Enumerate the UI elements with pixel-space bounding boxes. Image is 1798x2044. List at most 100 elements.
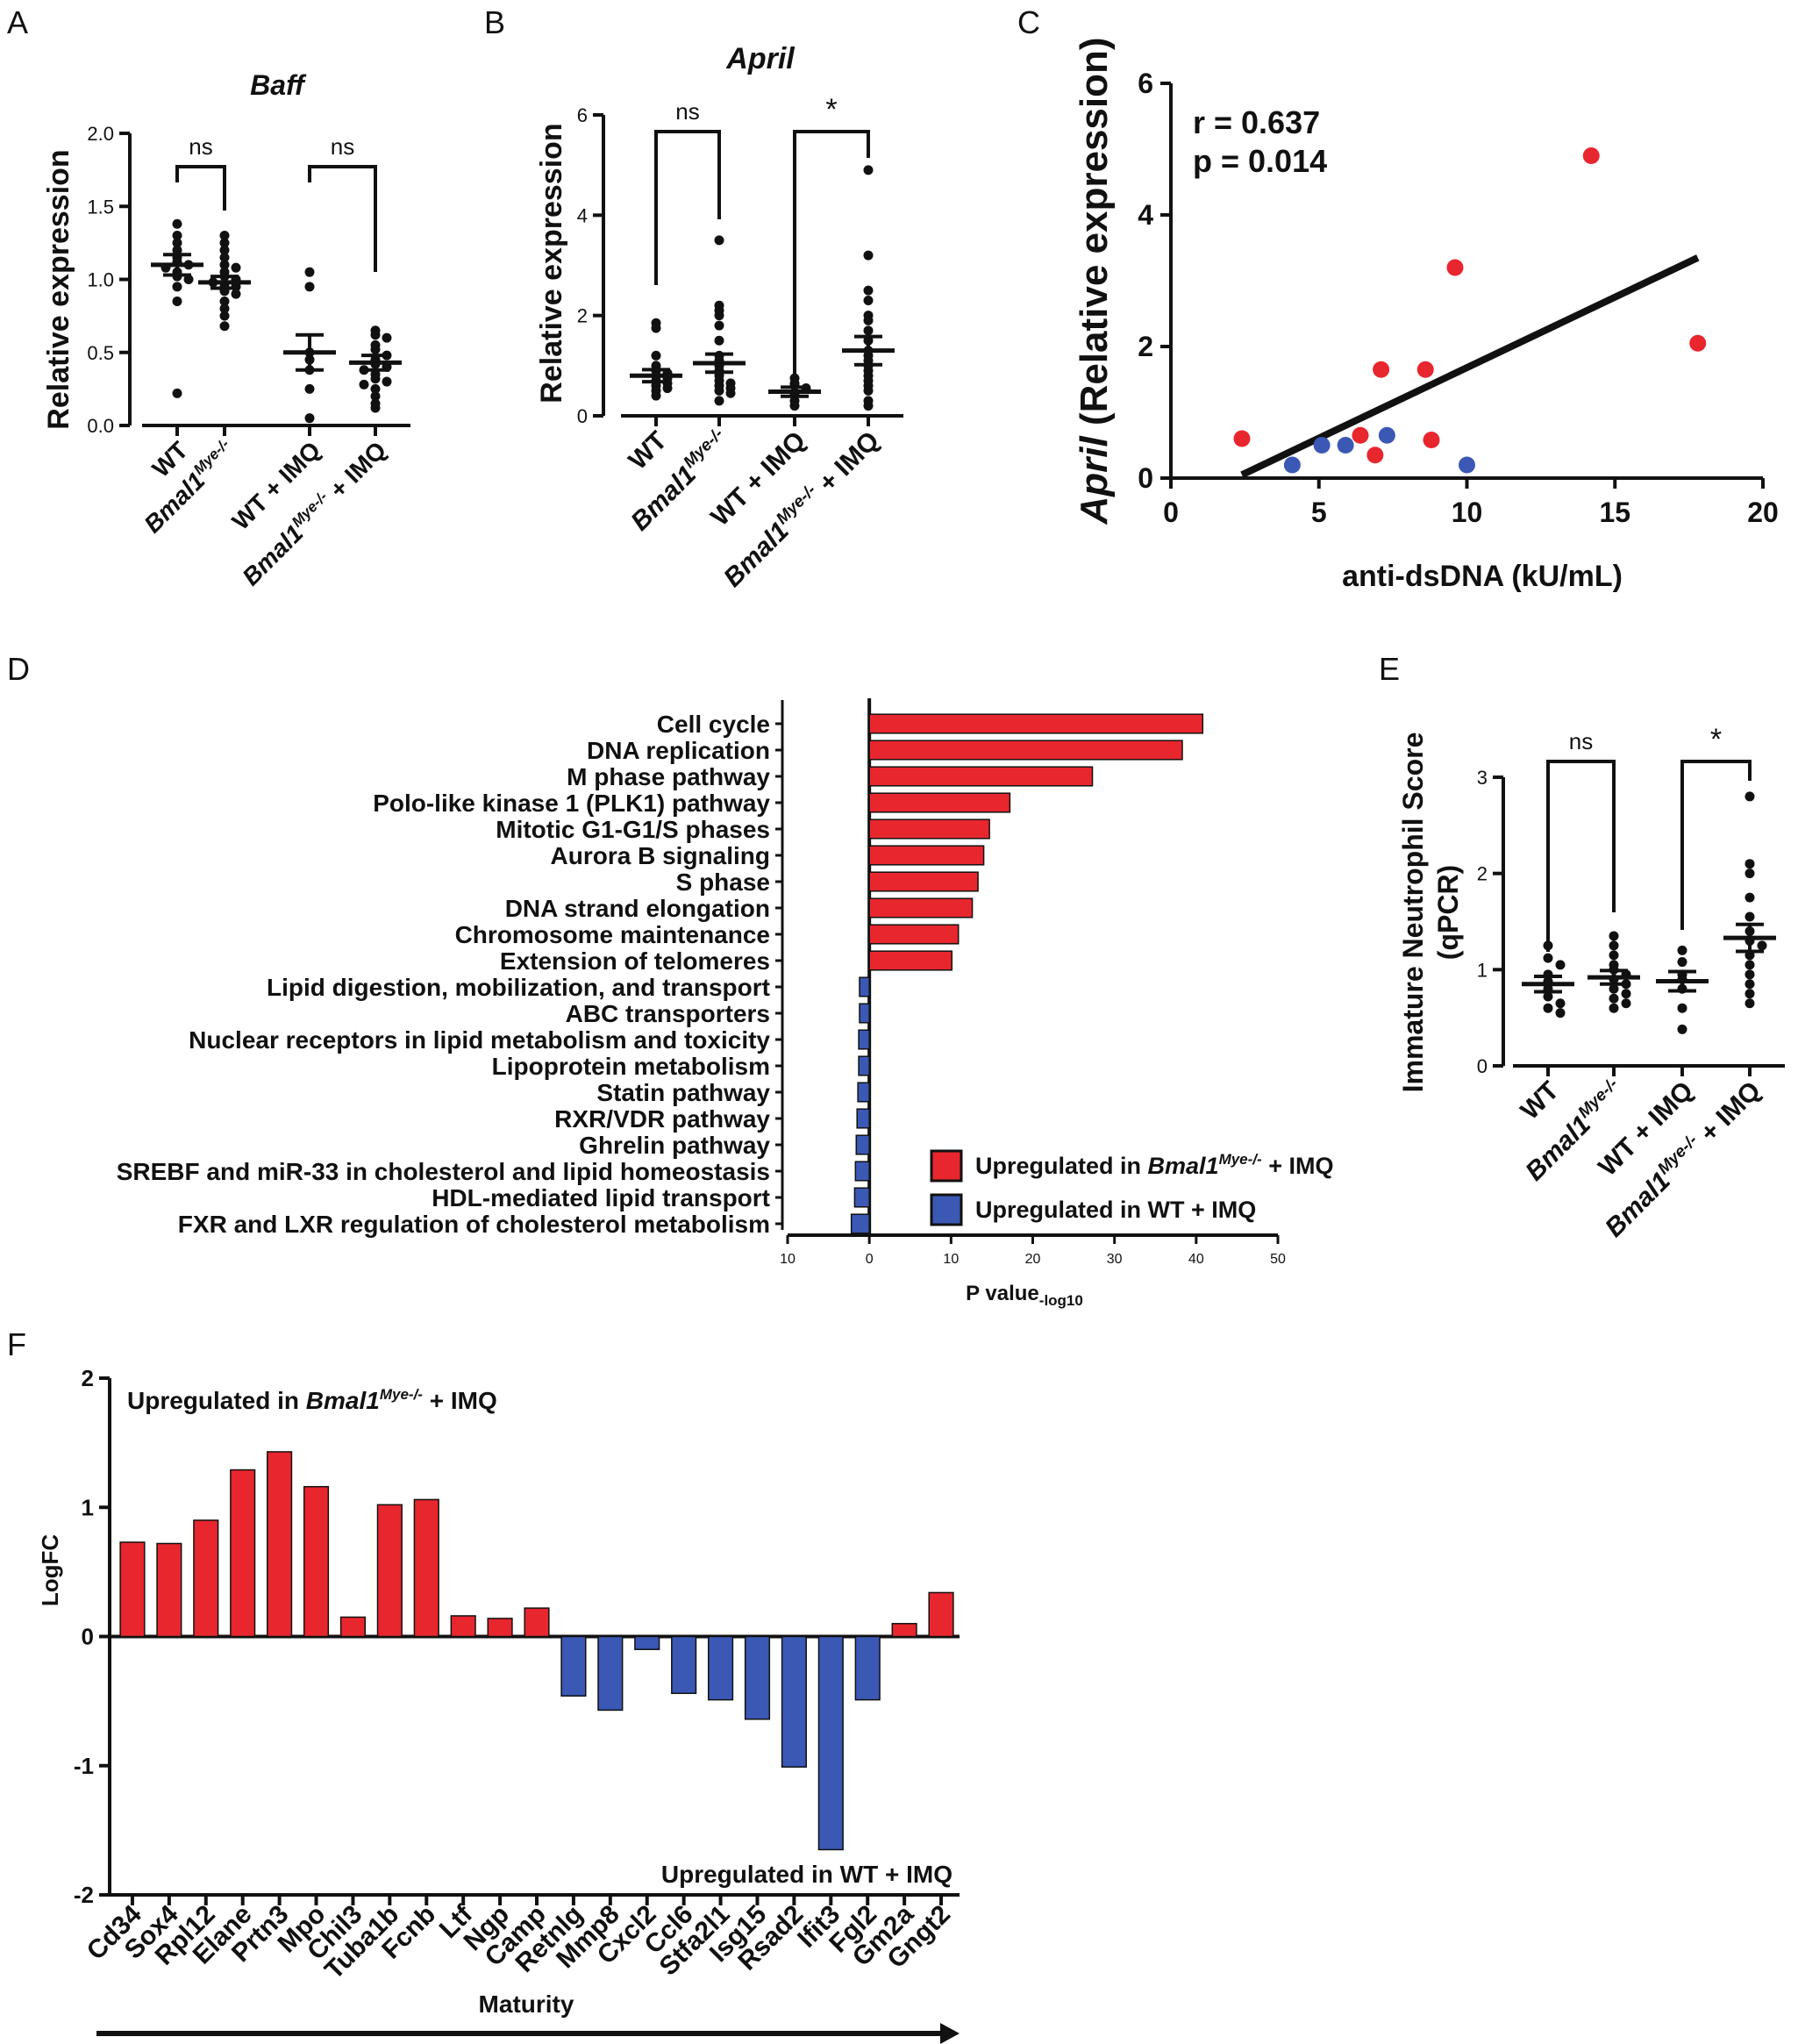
- data-point: [370, 344, 381, 354]
- pathway-bar: [855, 1134, 870, 1155]
- pathway-label: Extension of telomeres: [500, 947, 770, 975]
- data-point: [1744, 859, 1755, 869]
- panel-e-y-axis-label-line1: Immature Neutrophil Score: [1397, 733, 1429, 1093]
- legend-swatch-red: [930, 1149, 963, 1183]
- gene-bar: [891, 1623, 917, 1638]
- data-point: [1757, 940, 1767, 951]
- x-tick-label: 10: [943, 1252, 959, 1267]
- pathway-label: S phase: [676, 868, 770, 896]
- data-point: [1555, 1008, 1566, 1018]
- data-point: [1609, 993, 1619, 1004]
- legend-label-blue: Upregulated in WT + IMQ: [975, 1197, 1256, 1223]
- data-point: [370, 383, 381, 394]
- data-point: [359, 379, 369, 390]
- data-point: [863, 315, 874, 325]
- data-point: [1744, 911, 1755, 922]
- red-data-point: [1689, 334, 1707, 352]
- data-point: [863, 165, 874, 175]
- gene-bar: [928, 1591, 954, 1638]
- data-point: [789, 401, 800, 411]
- data-point: [714, 385, 724, 396]
- panel-letter-d: D: [7, 651, 30, 687]
- pathway-label: DNA replication: [587, 737, 770, 764]
- panel-f-top-note: Upregulated in Bmal1Mye-/- + IMQ: [127, 1386, 497, 1414]
- data-point: [1543, 953, 1553, 963]
- panel-d-pathway-bar-chart: P value-log10 Upregulated in Bmal1Mye-/-…: [117, 698, 1333, 1309]
- gene-bar: [597, 1635, 624, 1712]
- group-label: WT + IMQ: [227, 436, 326, 535]
- y-tick-label: 2: [1138, 331, 1153, 362]
- pathway-label: ABC transporters: [566, 1000, 770, 1027]
- data-point: [863, 296, 874, 306]
- gene-bar: [707, 1635, 734, 1701]
- gene-bar: [560, 1635, 587, 1697]
- x-tick-label: 0: [1163, 497, 1179, 528]
- panel-f-y-axis-label: LogFC: [37, 1534, 63, 1607]
- data-point: [863, 325, 874, 336]
- y-tick-label: 1: [1477, 959, 1488, 981]
- data-point: [370, 403, 381, 413]
- data-point: [863, 385, 874, 396]
- data-point: [219, 260, 230, 270]
- data-point: [1744, 998, 1755, 1009]
- red-data-point: [1416, 361, 1434, 378]
- red-data-point: [1373, 361, 1390, 378]
- data-point: [863, 250, 874, 261]
- data-point: [1555, 960, 1566, 970]
- data-point: [1744, 989, 1755, 999]
- y-tick-label: 1: [82, 1494, 94, 1520]
- panel-d-x-axis-label-main: P value: [966, 1282, 1039, 1305]
- data-point: [304, 282, 315, 292]
- x-tick-label: 10: [780, 1252, 796, 1267]
- data-point: [1609, 931, 1619, 941]
- y-tick-label: 0.0: [87, 415, 114, 437]
- panel-e-y-axis-label-line2: (qPCR): [1432, 865, 1464, 960]
- data-point: [304, 413, 315, 424]
- y-tick-label: 1.0: [87, 269, 114, 291]
- pathway-label: M phase pathway: [567, 763, 770, 790]
- pathway-bar: [854, 1161, 870, 1182]
- legend-label-red: Upregulated in Bmal1Mye-/- + IMQ: [975, 1151, 1333, 1179]
- data-point: [231, 262, 241, 273]
- x-tick-label: 20: [1747, 497, 1779, 528]
- data-point: [304, 267, 315, 277]
- pathway-label: Polo-like kinase 1 (PLK1) pathway: [373, 790, 770, 817]
- gene-bar: [156, 1542, 182, 1638]
- significance-label: ns: [189, 133, 212, 160]
- data-point: [1609, 1003, 1619, 1013]
- x-tick-label: 30: [1107, 1252, 1123, 1267]
- significance-bracket: [654, 130, 721, 285]
- significance-label: *: [1710, 723, 1722, 756]
- maturity-arrow-head: [940, 2023, 960, 2044]
- y-tick-label: 2.0: [87, 123, 114, 145]
- data-point: [651, 390, 661, 401]
- data-point: [172, 282, 182, 292]
- y-tick-label: 2: [577, 305, 588, 327]
- data-point: [219, 321, 230, 332]
- data-point: [1744, 892, 1755, 903]
- data-point: [1543, 991, 1553, 1002]
- data-point: [1677, 1003, 1687, 1013]
- gene-bar: [781, 1635, 807, 1768]
- panel-f-x-axis-label: Maturity: [479, 1990, 574, 2018]
- panel-f-logfc-bar-chart: LogFC Upregulated in Bmal1Mye-/- + IMQ U…: [37, 1365, 960, 2044]
- group-label: WT: [1516, 1076, 1565, 1126]
- significance-bracket: [1546, 760, 1616, 952]
- panel-letter-b: B: [484, 4, 505, 40]
- gene-bar: [524, 1607, 550, 1638]
- gene-bar: [193, 1519, 219, 1638]
- data-point: [714, 320, 724, 331]
- data-point: [1555, 998, 1566, 1009]
- red-data-point: [1233, 430, 1251, 447]
- y-tick-label: 0: [82, 1624, 94, 1650]
- panel-letter-a: A: [7, 4, 28, 40]
- y-tick-label: 0: [1477, 1055, 1488, 1077]
- data-point: [172, 245, 182, 255]
- data-point: [1543, 1003, 1553, 1013]
- panel-d-x-axis-label-sub: -log10: [1039, 1292, 1083, 1309]
- significance-label: ns: [1569, 728, 1593, 754]
- x-tick-label: 0: [866, 1252, 874, 1267]
- blue-data-point: [1283, 456, 1301, 474]
- y-tick-label: 3: [1477, 767, 1488, 789]
- panel-a-baff-scatter: Baff Relative expression 0.0 0.5 1.0 1.5 2.0…: [42, 69, 410, 590]
